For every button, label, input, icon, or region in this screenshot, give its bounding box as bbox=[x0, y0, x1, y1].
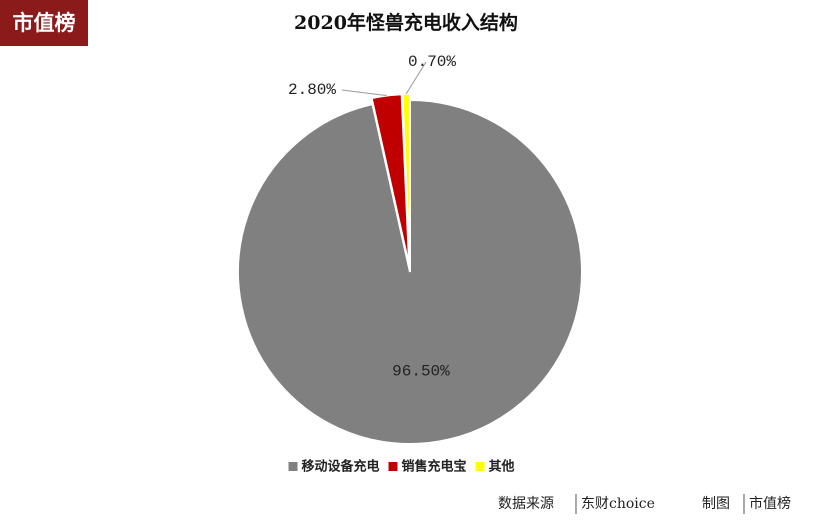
logo-box bbox=[0, 0, 88, 46]
footer-maker: 市值榜 bbox=[749, 495, 791, 512]
legend-label: 移动设备充电 bbox=[302, 459, 380, 475]
leader-line bbox=[341, 89, 387, 97]
footer-source-label: 数据来源 bbox=[498, 496, 554, 512]
legend-label: 销售充电宝 bbox=[402, 459, 467, 475]
footer-source: 东财choice bbox=[581, 496, 655, 512]
chart-title: 2020年怪兽充电收入结构 bbox=[294, 11, 518, 34]
footer-maker-label: 制图 bbox=[702, 496, 730, 512]
legend-label: 其他 bbox=[489, 459, 515, 475]
leader-line bbox=[405, 61, 427, 95]
pie-slice bbox=[237, 98, 583, 445]
footer: 数据来源 东财choice 制图 市值榜 bbox=[498, 494, 791, 514]
data-label: 0.70% bbox=[408, 53, 456, 71]
legend-swatch bbox=[475, 462, 485, 471]
logo: 市值榜 bbox=[13, 11, 76, 35]
legend-swatch bbox=[288, 462, 298, 471]
data-label: 2.80% bbox=[288, 81, 336, 99]
legend-swatch bbox=[388, 462, 398, 471]
data-label: 96.50% bbox=[392, 362, 450, 380]
